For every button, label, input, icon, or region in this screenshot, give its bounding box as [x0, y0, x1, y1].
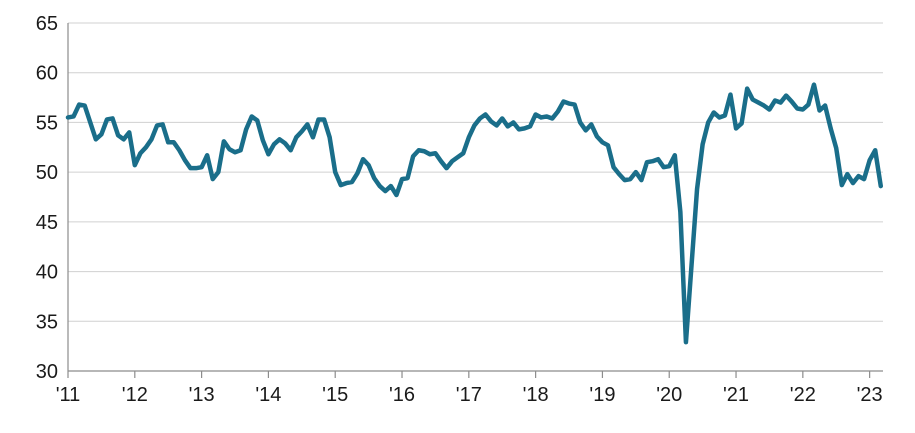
x-tick-label: '14 [255, 384, 281, 406]
x-tick-label: '20 [656, 384, 682, 406]
y-tick-label: 35 [36, 311, 58, 333]
y-tick-label: 45 [36, 212, 58, 234]
y-tick-labels: 30 35 40 45 50 55 60 65 [36, 13, 58, 383]
x-tick-label: '11 [56, 384, 81, 406]
axes [67, 23, 883, 372]
series-layer [65, 82, 884, 345]
y-tick-label: 55 [36, 112, 58, 134]
x-tick-labels: '11 '12 '13 '14 '15 '16 '17 '18 '19 '20 '21 '22 '23 [56, 371, 883, 406]
x-tick-label: '18 [523, 384, 549, 406]
x-tick-label: '19 [589, 384, 615, 406]
x-tick-label: '15 [322, 384, 348, 406]
x-tick-label: '23 [857, 384, 883, 406]
gridlines [68, 22, 883, 322]
x-tick-label: '21 [723, 384, 749, 406]
x-tick-label: '22 [790, 384, 816, 406]
y-tick-label: 40 [36, 262, 58, 284]
series-line-0 [65, 82, 884, 345]
x-tick-label: '13 [189, 384, 215, 406]
x-tick-label: '16 [389, 384, 415, 406]
x-tick-label: '17 [456, 384, 482, 406]
x-tick-label: '12 [122, 384, 148, 406]
y-tick-label: 30 [36, 361, 58, 383]
y-tick-label: 65 [36, 13, 58, 35]
y-tick-label: 60 [36, 63, 58, 85]
y-tick-label: 50 [36, 162, 58, 184]
